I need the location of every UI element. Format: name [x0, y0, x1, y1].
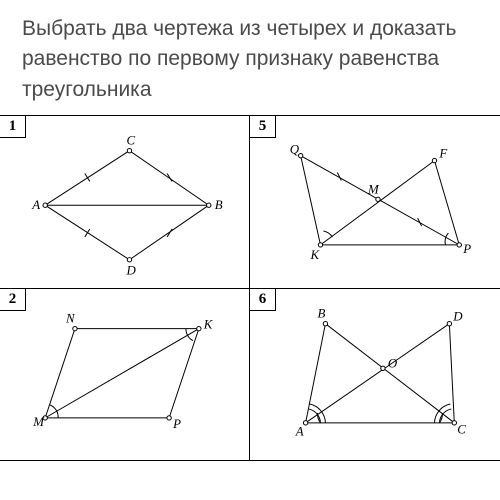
label-P: P	[172, 417, 181, 431]
label-D: D	[125, 264, 136, 278]
label-N: N	[65, 312, 76, 326]
label-M: M	[367, 183, 380, 197]
label-K: K	[203, 317, 214, 331]
label-C: C	[126, 134, 135, 148]
cell-5: 5	[250, 116, 500, 289]
cell-1: 1 A C	[0, 116, 250, 289]
problem-header: Выбрать два чертежа из четырех и доказат…	[0, 0, 500, 115]
figure-1: A C B D	[0, 116, 249, 288]
label-P: P	[462, 242, 471, 256]
figure-6: B D O A C	[250, 289, 500, 461]
figure-2: N K M P	[0, 289, 249, 461]
figures-grid: 1 A C	[0, 115, 500, 461]
label-M: M	[32, 415, 45, 429]
problem-text: Выбрать два чертежа из четырех и доказат…	[22, 14, 478, 105]
label-B: B	[215, 198, 223, 212]
cell-2: 2 N K M P	[0, 289, 250, 462]
label-C: C	[457, 423, 466, 437]
label-K: K	[310, 248, 321, 262]
figure-5: Q F M K P	[250, 116, 500, 288]
label-D: D	[452, 310, 463, 324]
label-O: O	[388, 356, 397, 370]
label-B: B	[318, 307, 326, 321]
label-A: A	[31, 198, 40, 212]
label-A: A	[295, 425, 304, 439]
label-F: F	[438, 147, 447, 161]
label-Q: Q	[290, 143, 300, 157]
cell-6: 6	[250, 289, 500, 462]
